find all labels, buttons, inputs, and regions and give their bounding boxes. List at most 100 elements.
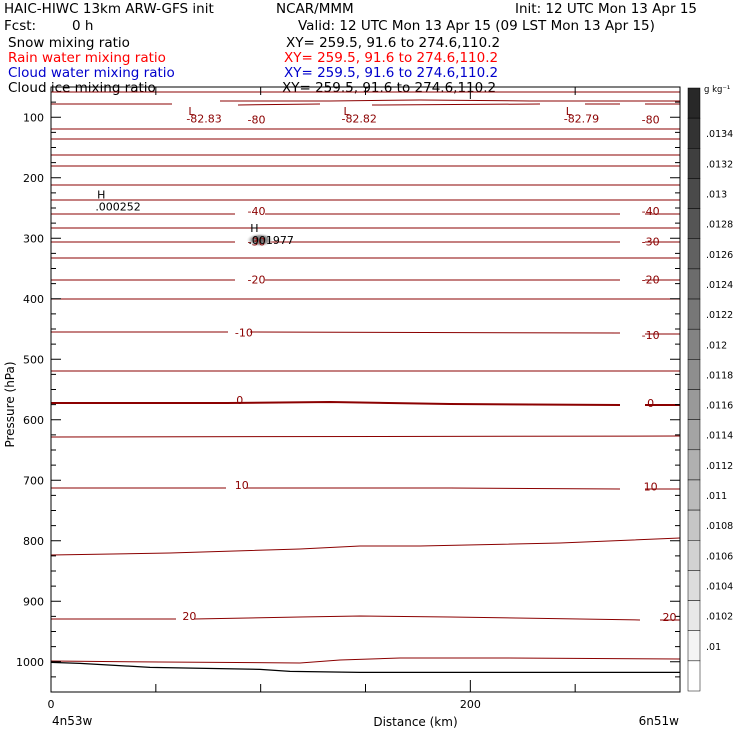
high-marker: H [97,189,105,202]
y-tick-label: 900 [23,595,44,608]
y-tick-label: 300 [23,232,44,245]
y-tick-label: 1000 [16,656,44,669]
colorbar-swatch [687,268,701,300]
colorbar-swatch [687,449,701,481]
contour-label: 20 [663,611,677,624]
contour-label: -40 [247,205,265,218]
isotherm-line [51,331,680,335]
contour-label: 0 [236,394,243,407]
colorbar-label: .012 [706,340,727,351]
colorbar-swatch [687,509,701,541]
contour-label: -82.82 [341,112,376,125]
y-tick-label: 100 [23,111,44,124]
contour-label: -20 [642,273,660,286]
field-name-rain: Rain water mixing ratio [8,50,166,66]
colorbar-label: .0114 [706,431,733,442]
colorbar-label: .011 [706,491,727,502]
contour-label: 0 [647,397,654,410]
colorbar-swatch [687,479,701,511]
model-title: HAIC-HIWC 13km ARW-GFS init [4,1,214,17]
plot-frame [50,86,681,693]
contour-label: -20 [247,273,265,286]
contour-label: -80 [247,114,265,127]
x-axis-title: Distance (km) [373,715,457,729]
high-value: .001977 [248,234,293,247]
y-axis-title: Pressure (hPa) [3,361,17,447]
fcst-value: 0 h [72,18,94,34]
colorbar-unit: g kg⁻¹ [704,85,730,95]
contour-label: -30 [642,235,660,248]
colorbar-label: .0126 [706,250,733,261]
y-tick-label: 700 [23,474,44,487]
isotherm-line [50,435,681,438]
mixing-ratio-shading [246,233,274,247]
colorbar-swatch [687,660,701,692]
colorbar-label: .0118 [706,370,733,381]
y-tick-label: 800 [23,535,44,548]
colorbar-label: .0132 [706,159,733,170]
colorbar-label: .01 [706,642,721,653]
high-marker: H [250,222,258,235]
colorbar-swatch [687,238,701,270]
colorbar-swatch [687,178,701,209]
field-xy-snow: XY= 259.5, 91.6 to 274.6,110.2 [286,35,501,51]
colorbar-label: .0128 [706,220,733,231]
isotherm-line [51,103,680,106]
colorbar-swatch [687,600,701,631]
colorbar-label: .0124 [706,280,733,291]
contour-label: -40 [642,205,660,218]
contour-label: -82.79 [564,112,599,125]
field-xy-rain: XY= 259.5, 91.6 to 274.6,110.2 [284,50,499,66]
contour-label: -82.83 [186,112,221,125]
isotherm-line [51,487,680,490]
colorbar-swatch [687,117,701,149]
colorbar-swatch [687,208,701,240]
terrain-fill [51,663,680,692]
contour-label: -30 [247,235,265,248]
colorbar-swatch [687,298,701,330]
contour-label: -10 [235,327,253,340]
contour-label: 20 [182,610,196,623]
colorbar-swatch [687,359,701,390]
x-tick-label: 0 [48,698,55,711]
colorbar-swatch [687,389,701,420]
isotherm-line [220,99,680,102]
x-tick-label: 200 [460,698,481,711]
high-value: .000252 [95,201,141,214]
colorbar-swatch [687,570,701,601]
colorbar-swatch [687,328,701,360]
init-time: Init: 12 UTC Mon 13 Apr 15 [515,1,697,17]
field-xy-cloud-water: XY= 259.5, 91.6 to 274.6,110.2 [284,65,499,81]
isotherm-line [50,537,681,556]
contour-label: -80 [642,114,660,127]
contour-label: 10 [235,479,249,492]
contour-label: -10 [642,329,660,342]
colorbar-swatch [687,419,701,451]
colorbar-swatch [687,540,701,571]
valid-time: Valid: 12 UTC Mon 13 Apr 15 (09 LST Mon … [298,18,655,34]
colorbar-label: .0116 [706,401,733,412]
contour-label: 10 [644,480,658,493]
colorbar-label: .0134 [706,129,733,140]
field-name-cloud-water: Cloud water mixing ratio [8,65,175,81]
fcst-label: Fcst: [4,18,37,34]
x-start-location: 4n53w [52,714,93,728]
x-end-location: 6n51w [639,714,680,728]
low-marker: L [566,105,573,118]
low-marker: L [188,105,195,118]
colorbar-label: .0106 [706,551,733,562]
colorbar-swatch [687,148,701,179]
colorbar-swatch [687,87,701,119]
y-tick-label: 200 [23,172,44,185]
low-marker: L [344,105,351,118]
colorbar-label: .0108 [706,521,733,532]
y-tick-label: 400 [23,293,44,306]
colorbar-label: .0104 [706,581,733,592]
isotherm-line [51,400,680,406]
y-tick-label: 500 [23,353,44,366]
colorbar-label: .0122 [706,310,733,321]
org-label: NCAR/MMM [276,1,354,17]
field-name-snow: Snow mixing ratio [8,35,130,51]
y-tick-label: 600 [23,414,44,427]
